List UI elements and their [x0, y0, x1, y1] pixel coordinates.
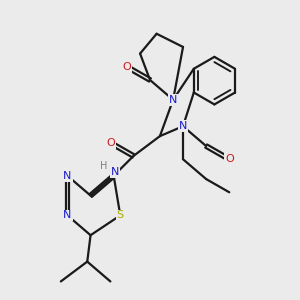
Text: O: O	[106, 138, 115, 148]
Text: H: H	[100, 161, 107, 171]
Text: N: N	[111, 167, 119, 177]
Text: N: N	[179, 121, 187, 131]
Text: N: N	[63, 210, 72, 220]
Text: S: S	[117, 210, 124, 220]
Text: N: N	[63, 171, 72, 181]
Text: O: O	[225, 154, 234, 164]
Text: N: N	[169, 95, 177, 105]
Text: O: O	[122, 62, 131, 72]
